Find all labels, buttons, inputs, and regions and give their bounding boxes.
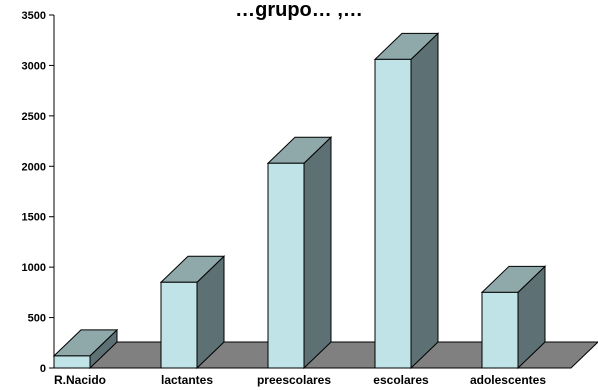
y-axis: 0 500 1000 1500 2000 2500 3000 3500 (22, 10, 55, 375)
chart-title: …grupo… ,… (235, 0, 363, 21)
bar-front (374, 58, 412, 369)
bar-side (410, 32, 439, 370)
y-tick-label: 1500 (22, 212, 46, 224)
x-tick-label: R.Nacido (54, 373, 106, 387)
y-tick-label: 3000 (22, 60, 46, 72)
x-tick-label: adolescentes (470, 373, 546, 387)
y-tick-label: 2500 (22, 111, 46, 123)
bar-r-nacido (52, 328, 119, 370)
bar-preescolares (266, 136, 333, 370)
bar-front (53, 355, 91, 369)
x-tick-label: preescolares (257, 373, 331, 387)
bar-escolares (373, 32, 440, 370)
x-axis-labels: R.Nacido lactantes preescolares escolares ad… (54, 373, 546, 387)
bar-lactantes (159, 255, 226, 370)
bars (52, 32, 547, 370)
y-tick-label: 500 (28, 313, 46, 325)
x-tick-label: escolares (373, 373, 429, 387)
x-tick-label: lactantes (161, 373, 213, 387)
y-tick-label: 2000 (22, 161, 46, 173)
bar-front (267, 162, 305, 369)
y-tick-label: 0 (40, 363, 46, 375)
bar-side (303, 136, 332, 370)
bar-adolescentes (480, 265, 547, 370)
y-tick-label: 3500 (22, 10, 46, 22)
y-tick-label: 1000 (22, 262, 46, 274)
bar-front (481, 291, 519, 369)
bar-front (160, 281, 198, 369)
